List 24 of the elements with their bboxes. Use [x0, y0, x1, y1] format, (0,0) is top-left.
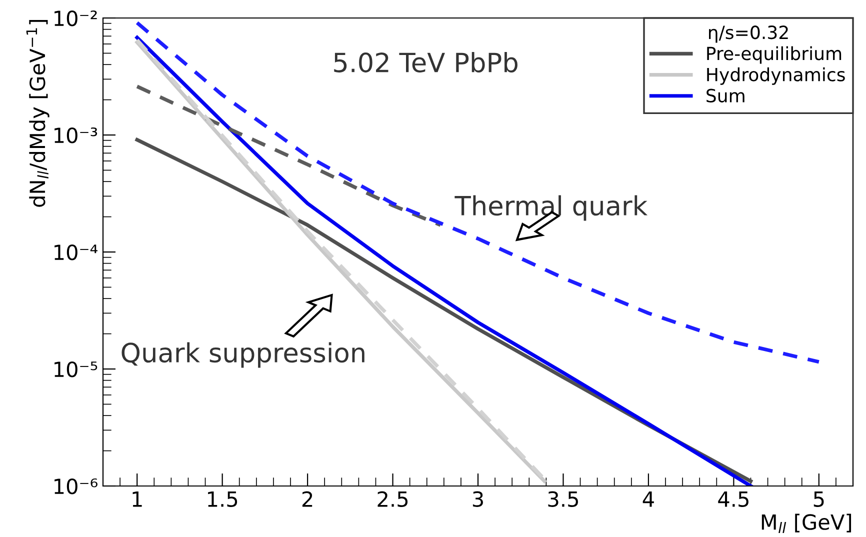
x-tick-label: 4: [642, 492, 654, 507]
legend-label: Hydrodynamics: [707, 67, 845, 85]
y-tick-label: 10⁻⁴: [54, 244, 98, 260]
x-tick-label: 3.5: [548, 491, 578, 507]
x-tick-label: 1.5: [208, 492, 238, 507]
x-tick-label: 5: [814, 492, 824, 507]
legend-label: Pre-equilibrium: [707, 46, 842, 64]
y-axis-title: dN$_{ll}$/dMdy [GeV$^{−1}$]: [26, 20, 50, 207]
y-tick-label: 10⁻³: [54, 127, 98, 144]
y-tick-label: 10⁻⁵: [54, 361, 98, 378]
y-tick-label: 10⁻⁶: [54, 478, 98, 494]
x-tick-label: 3: [472, 491, 483, 507]
annotation: 5.02 TeV PbPb: [334, 52, 518, 72]
legend-title: η/s=0.32: [709, 26, 788, 43]
x-axis-title: M$_{ll}$ [GeV]: [762, 514, 852, 534]
x-tick-label: 2.5: [378, 491, 408, 507]
x-tick-label: 4.5: [718, 492, 748, 507]
x-tick-label: 2: [302, 491, 312, 507]
annotation: Quark suppression: [122, 342, 364, 368]
annotation: Thermal quark: [454, 195, 648, 221]
legend-label: Sum: [706, 88, 744, 102]
x-tick-label: 1: [132, 492, 142, 507]
line-series: [135, 84, 442, 227]
y-tick-label: 10⁻²: [54, 10, 97, 26]
